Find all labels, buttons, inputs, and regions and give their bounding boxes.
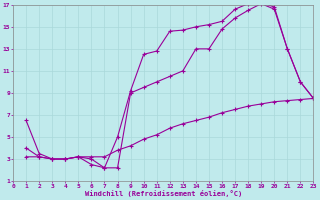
X-axis label: Windchill (Refroidissement éolien,°C): Windchill (Refroidissement éolien,°C)	[84, 190, 242, 197]
